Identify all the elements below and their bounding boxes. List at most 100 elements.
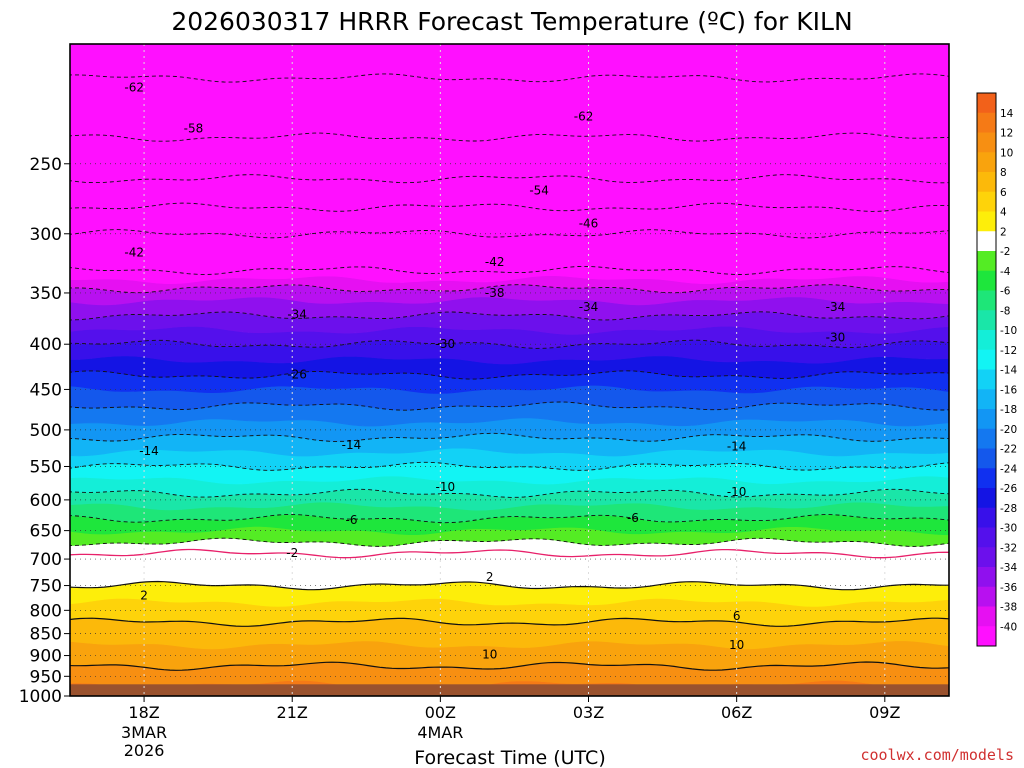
contour-label: -10: [435, 480, 455, 494]
y-tick-label-300: 300: [30, 225, 62, 245]
y-tick-label-250: 250: [30, 155, 62, 175]
freezing-line: [70, 548, 949, 559]
x-axis-label: Forecast Time (UTC): [414, 747, 605, 768]
colorbar-label: 2: [1000, 226, 1007, 238]
colorbar-swatch: [977, 468, 996, 489]
band--2: [70, 537, 949, 590]
contour-label: -30: [826, 330, 846, 344]
plot-frame: [69, 43, 950, 697]
x-tick-label-00Z: 00Z: [425, 703, 456, 722]
contour-label: -10: [727, 485, 747, 499]
colorbar-swatch: [977, 93, 996, 114]
colorbar-label: -4: [1000, 266, 1011, 278]
contour-label: -46: [579, 216, 599, 230]
colorbar-swatch: [977, 527, 996, 548]
contour-label-text: 10: [729, 638, 744, 652]
y-tick-label-450: 450: [30, 380, 62, 400]
contour--54: [70, 174, 949, 184]
contour-label: -30: [435, 337, 455, 351]
x-tick-label-21Z: 21Z: [277, 703, 308, 722]
colorbar-label: -36: [1000, 582, 1017, 594]
contour--2: [70, 537, 949, 547]
contour-label: -38: [485, 286, 505, 300]
colorbar: 14 12 10 8 6 4 2 -2 -4 -6 -8 -10 -12 -14 -16 -18 -20 -22 -…: [976, 92, 1017, 647]
colorbar-swatch: [977, 448, 996, 469]
colorbar-label: 6: [1000, 187, 1007, 199]
contour-label: -58: [184, 121, 204, 135]
contour-10: [70, 661, 949, 671]
contour--42: [70, 265, 949, 275]
colorbar-label: 4: [1000, 207, 1007, 219]
colorbar-label: -14: [1000, 365, 1017, 377]
contour-label: -14: [139, 444, 159, 458]
colorbar-swatch: [977, 231, 996, 252]
contour-label: -34: [287, 307, 307, 321]
gridlines: [70, 44, 949, 696]
contour-label: 10: [729, 638, 744, 652]
contour--18: [70, 432, 949, 442]
y-tick-label-550: 550: [30, 457, 62, 477]
x-tick-label-18Z: 18Z: [128, 703, 159, 722]
contour-label-text: -42: [124, 246, 144, 260]
contour-label-text: -38: [485, 286, 505, 300]
contour-label: -34: [579, 300, 599, 314]
contour--34: [70, 311, 949, 321]
contour-label-text: 2: [486, 570, 494, 584]
colorbar-swatch: [977, 191, 996, 212]
colorbar-label: -10: [1000, 325, 1017, 337]
contour-label-text: -26: [287, 368, 307, 382]
contour-labels: -62-58-62-54-46-42-42-38-34-34 -34-30 -30-…: [124, 81, 845, 662]
credit-link[interactable]: coolwx.com/models: [860, 746, 1014, 764]
colorbar-swatch: [977, 251, 996, 272]
colorbar-swatch: [977, 152, 996, 173]
x-tick-label-03Z: 03Z: [573, 703, 604, 722]
contour-label-text: -2: [286, 546, 298, 560]
colorbar-swatch: [977, 488, 996, 509]
y-tick-label-600: 600: [30, 491, 62, 511]
contour-label-text: -30: [435, 337, 455, 351]
colorbar-label: -32: [1000, 542, 1017, 554]
colorbar-swatch: [977, 211, 996, 232]
colorbar-label: -8: [1000, 305, 1010, 317]
contour-label-text: 10: [482, 648, 497, 662]
y-tick-label-700: 700: [30, 550, 62, 570]
band--40: [70, 44, 949, 285]
y-tick-label-350: 350: [30, 284, 62, 304]
contour--38: [70, 284, 949, 294]
contour-label-text: -42: [485, 255, 505, 269]
colorbar-label: -6: [1000, 286, 1011, 298]
colorbar-swatch: [977, 132, 996, 153]
contour-label: -14: [727, 439, 747, 453]
y-tick-label-950: 950: [30, 667, 62, 687]
colorbar-label: -26: [1000, 483, 1017, 495]
colorbar-swatch: [977, 310, 996, 331]
colorbar-swatch: [977, 270, 996, 291]
colorbar-label: -34: [1000, 562, 1017, 574]
x-tick-date: 3MAR: [121, 723, 167, 742]
contour-label-text: -46: [579, 216, 599, 230]
y-axis: 2503003504004505005506006507007508008509…: [19, 155, 70, 707]
contour-label: -34: [826, 300, 846, 314]
colorbar-swatch: [977, 349, 996, 370]
y-tick-label-1000: 1000: [19, 687, 62, 707]
contour-label: -6: [345, 513, 357, 527]
contour-label-text: -34: [579, 300, 599, 314]
colorbar-label: -2: [1000, 246, 1010, 258]
colorbar-label: -18: [1000, 404, 1017, 416]
colorbar-swatch: [977, 290, 996, 311]
colorbar-swatch: [977, 389, 996, 410]
colorbar-label: 14: [1000, 108, 1014, 120]
contour-label: 2: [140, 589, 148, 603]
colorbar-swatch: [977, 606, 996, 627]
contour-label-text: -58: [184, 121, 204, 135]
contour--30: [70, 339, 949, 349]
colorbar-swatch: [977, 330, 996, 351]
contour--10: [70, 488, 949, 498]
contour-label-text: -62: [124, 81, 144, 95]
contour-label: -42: [124, 246, 144, 260]
contour-label-text: -10: [727, 485, 747, 499]
contour--14: [70, 461, 949, 471]
colorbar-label: -30: [1000, 523, 1017, 535]
contour-label-text: 2: [140, 589, 148, 603]
